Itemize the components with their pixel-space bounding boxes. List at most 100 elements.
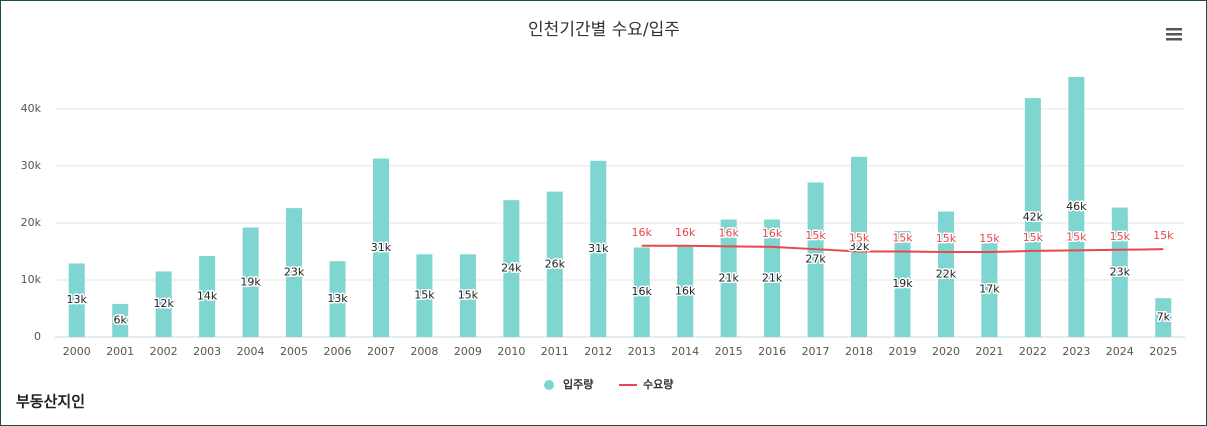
line-value-label: 15k <box>1066 230 1087 243</box>
bar-value-label: 19k <box>240 275 261 288</box>
x-tick-label: 2003 <box>193 345 221 358</box>
bar-value-label: 12k <box>153 297 174 310</box>
bar <box>1024 98 1041 338</box>
bar-value-label: 19k <box>892 277 913 290</box>
bar <box>894 230 911 337</box>
bar-value-label: 15k <box>458 289 479 302</box>
x-tick-label: 2018 <box>845 345 873 358</box>
bar-value-label: 13k <box>67 293 88 306</box>
bar <box>633 247 650 337</box>
x-tick-label: 2009 <box>454 345 482 358</box>
line-value-label: 15k <box>979 232 1000 245</box>
bar-value-label: 23k <box>1110 265 1131 278</box>
x-tick-label: 2005 <box>280 345 308 358</box>
x-tick-label: 2017 <box>802 345 830 358</box>
line-value-label: 15k <box>892 231 913 244</box>
bar-value-label: 21k <box>762 271 783 284</box>
legend-label: 수요량 <box>643 378 673 391</box>
bar <box>677 246 694 337</box>
x-tick-label: 2019 <box>889 345 917 358</box>
x-tick-label: 2016 <box>758 345 786 358</box>
bar <box>329 261 346 337</box>
bar <box>590 160 607 337</box>
bar <box>155 271 172 337</box>
bar-value-label: 17k <box>979 283 1000 296</box>
bar <box>546 191 563 337</box>
x-tick-label: 2008 <box>410 345 438 358</box>
bar <box>199 256 216 337</box>
y-tick-label: 10k <box>21 273 42 286</box>
bar-value-label: 16k <box>632 285 653 298</box>
line-value-label: 16k <box>675 226 696 239</box>
legend-label: 입주량 <box>563 378 593 391</box>
y-tick-label: 20k <box>21 216 42 229</box>
x-tick-label: 2006 <box>324 345 352 358</box>
x-tick-label: 2007 <box>367 345 395 358</box>
bar-value-label: 31k <box>588 242 609 255</box>
y-tick-label: 0 <box>34 330 41 343</box>
bar-value-label: 7k <box>1157 311 1171 324</box>
bar-value-label: 32k <box>849 240 870 253</box>
x-tick-label: 2023 <box>1062 345 1090 358</box>
line-value-label: 15k <box>1023 231 1044 244</box>
bar <box>807 182 824 337</box>
line-value-label: 15k <box>1110 230 1131 243</box>
x-tick-label: 2001 <box>106 345 134 358</box>
bar-value-label: 22k <box>936 267 957 280</box>
bar <box>981 242 998 337</box>
bar-value-label: 21k <box>718 271 739 284</box>
bar <box>1155 298 1172 337</box>
bar <box>416 254 433 337</box>
bar-value-label: 16k <box>675 285 696 298</box>
bar-value-label: 26k <box>545 257 566 270</box>
bar <box>1111 207 1128 337</box>
x-tick-label: 2004 <box>237 345 265 358</box>
y-tick-label: 40k <box>21 102 42 115</box>
line-value-label: 15k <box>1153 229 1174 242</box>
bar <box>372 158 389 337</box>
bar <box>1068 76 1085 338</box>
menu-icon[interactable] <box>1166 28 1182 41</box>
x-tick-label: 2015 <box>715 345 743 358</box>
x-tick-label: 2011 <box>541 345 569 358</box>
line-value-label: 15k <box>936 232 957 245</box>
line-value-label: 15k <box>805 229 826 242</box>
x-tick-label: 2022 <box>1019 345 1047 358</box>
bar <box>764 219 781 337</box>
bar-value-label: 46k <box>1066 200 1087 213</box>
bar-value-label: 23k <box>284 266 305 279</box>
line-value-label: 16k <box>762 227 783 240</box>
x-tick-label: 2024 <box>1106 345 1134 358</box>
x-tick-label: 2002 <box>150 345 178 358</box>
line-value-label: 16k <box>718 226 739 239</box>
bar <box>851 156 868 337</box>
bar-value-label: 6k <box>114 313 128 326</box>
chart-title: 인천기간별 수요/입주 <box>528 20 680 40</box>
x-tick-label: 2000 <box>63 345 91 358</box>
logo: 부동산지인 <box>16 393 85 411</box>
bar-value-label: 15k <box>414 289 435 302</box>
bar-value-label: 13k <box>327 292 348 305</box>
x-tick-label: 2012 <box>584 345 612 358</box>
bar <box>286 208 303 337</box>
x-tick-label: 2010 <box>497 345 525 358</box>
bar <box>503 200 520 337</box>
bar <box>68 263 85 337</box>
line-value-label: 16k <box>632 226 653 239</box>
x-tick-label: 2021 <box>975 345 1003 358</box>
bar-value-label: 31k <box>371 241 392 254</box>
line-value-label: 15k <box>849 231 870 244</box>
bar-value-label: 27k <box>805 253 826 266</box>
bar <box>459 254 476 337</box>
x-tick-label: 2014 <box>671 345 699 358</box>
legend-symbol <box>544 380 554 390</box>
bar <box>937 211 954 337</box>
x-tick-label: 2020 <box>932 345 960 358</box>
bar <box>242 227 259 337</box>
x-tick-label: 2025 <box>1149 345 1177 358</box>
line <box>641 244 1164 254</box>
bar-value-label: 14k <box>197 290 218 303</box>
bar-value-label: 42k <box>1023 211 1044 224</box>
bar <box>112 303 129 337</box>
